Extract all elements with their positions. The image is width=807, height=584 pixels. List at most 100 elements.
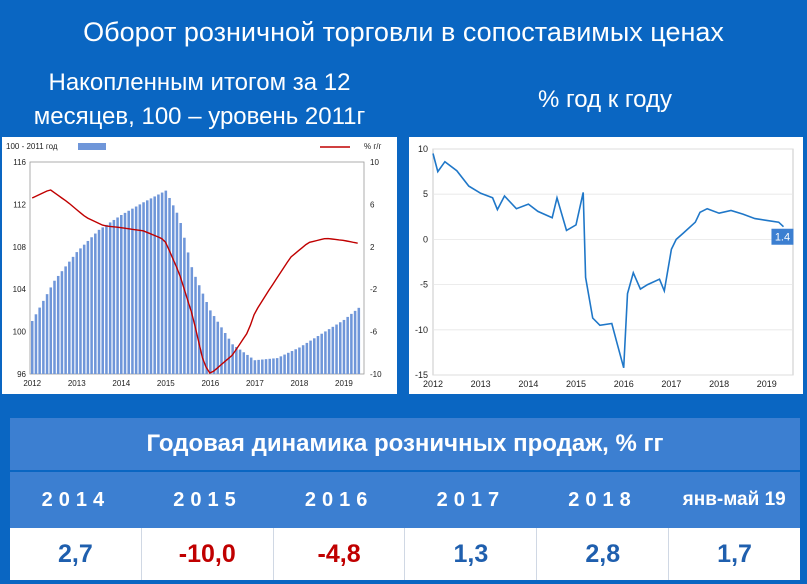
bar bbox=[220, 327, 223, 374]
table-title: Годовая динамика розничных продаж, % гг bbox=[10, 418, 800, 470]
legend-label-line: % г/г bbox=[364, 142, 381, 151]
table-years-row: 2014 2015 2016 2017 2018 янв-май 19 bbox=[10, 472, 800, 528]
x-tick-label: 2019 bbox=[335, 379, 353, 388]
bar bbox=[235, 346, 238, 374]
x-tick-label: 2012 bbox=[423, 379, 443, 389]
bar bbox=[313, 338, 316, 374]
bar bbox=[316, 336, 320, 374]
bar bbox=[290, 351, 294, 374]
x-tick-label: 2017 bbox=[661, 379, 681, 389]
year-cell: 2017 bbox=[436, 488, 506, 511]
bar bbox=[301, 345, 305, 374]
y-tick-label: 5 bbox=[423, 189, 428, 199]
bar bbox=[34, 314, 38, 374]
y-right-tick-label: -6 bbox=[370, 328, 378, 337]
page-title: Оборот розничной торговли в сопоставимых… bbox=[83, 16, 724, 47]
bar bbox=[142, 202, 145, 374]
bar bbox=[82, 244, 86, 374]
value-cell: 1,3 bbox=[405, 528, 538, 580]
bar bbox=[68, 261, 71, 374]
value-cell: 2,7 bbox=[10, 528, 142, 580]
bar bbox=[253, 360, 257, 374]
bar bbox=[112, 219, 116, 374]
bar bbox=[201, 293, 205, 374]
x-tick-label: 2019 bbox=[757, 379, 777, 389]
x-tick-label: 2012 bbox=[23, 379, 41, 388]
bar bbox=[209, 310, 212, 374]
left-chart: 100 - 2011 год % г/г 96 100 104 108 112 116 -10 -… bbox=[6, 142, 382, 388]
bar bbox=[86, 240, 90, 374]
y-left-tick-label: 116 bbox=[13, 158, 26, 167]
y-left-tick-label: 100 bbox=[13, 328, 27, 337]
bar bbox=[186, 252, 190, 374]
bar bbox=[261, 359, 264, 374]
bar bbox=[116, 217, 119, 374]
bar bbox=[153, 196, 156, 374]
legend-label-bars: 100 - 2011 год bbox=[6, 142, 58, 151]
year-cell: 2016 bbox=[304, 488, 374, 511]
bar bbox=[227, 338, 231, 374]
bar bbox=[338, 322, 342, 374]
bar bbox=[257, 359, 260, 374]
value-cell: -10,0 bbox=[142, 528, 274, 580]
y-tick-label: -10 bbox=[415, 325, 428, 335]
year-cell: янв-май 19 bbox=[682, 489, 786, 510]
series-line-yoy bbox=[31, 189, 358, 374]
x-tick-label: 2014 bbox=[112, 379, 130, 388]
bar bbox=[97, 229, 101, 374]
bar bbox=[287, 352, 290, 374]
bar bbox=[175, 212, 179, 374]
y-tick-label: -5 bbox=[420, 280, 428, 290]
y-right-tick-label: 10 bbox=[370, 158, 379, 167]
y-right-tick-label: -2 bbox=[370, 285, 378, 294]
bar bbox=[283, 354, 286, 374]
bar bbox=[101, 227, 105, 374]
bar bbox=[238, 349, 242, 374]
bar bbox=[49, 287, 53, 374]
right-chart-subtitle: % год к году bbox=[538, 86, 672, 113]
bar bbox=[346, 316, 349, 374]
bar bbox=[320, 333, 323, 374]
bar bbox=[342, 319, 346, 374]
bar bbox=[357, 307, 361, 374]
bar bbox=[205, 302, 208, 374]
bar bbox=[268, 358, 272, 374]
bar bbox=[53, 280, 56, 374]
bar bbox=[164, 190, 168, 374]
y-left-tick-label: 112 bbox=[13, 200, 26, 209]
bar bbox=[90, 237, 93, 374]
y-tick-label: 0 bbox=[423, 234, 428, 244]
bar bbox=[138, 204, 142, 374]
plot-frame bbox=[432, 148, 794, 376]
bar bbox=[160, 192, 164, 374]
y-left-tick-label: 96 bbox=[17, 370, 26, 379]
x-tick-label: 2016 bbox=[614, 379, 634, 389]
last-value-badge bbox=[771, 228, 794, 245]
bar bbox=[305, 342, 309, 374]
x-tick-label: 2018 bbox=[709, 379, 729, 389]
bar bbox=[183, 237, 186, 374]
bar bbox=[327, 329, 331, 374]
bar bbox=[131, 208, 134, 374]
left-chart-subtitle: Накопленным итогом за 12 месяцев, 100 – … bbox=[33, 69, 366, 130]
bar bbox=[146, 200, 149, 374]
bar bbox=[60, 271, 64, 374]
bar bbox=[190, 267, 194, 374]
y-tick-label: 10 bbox=[418, 144, 428, 154]
year-cell: 2015 bbox=[173, 488, 242, 511]
bar bbox=[298, 347, 301, 374]
x-tick-label: 2017 bbox=[246, 379, 264, 388]
bar bbox=[216, 321, 220, 374]
legend-swatch-bars bbox=[78, 143, 106, 150]
value-cell: 2,8 bbox=[537, 528, 670, 580]
bar bbox=[30, 321, 34, 374]
bar bbox=[212, 316, 216, 374]
bar bbox=[249, 357, 253, 374]
value-cell: 1,7 bbox=[717, 539, 752, 568]
x-tick-label: 2013 bbox=[68, 379, 86, 388]
y-tick-label: -15 bbox=[415, 370, 428, 380]
bar bbox=[149, 198, 153, 374]
bar bbox=[42, 300, 45, 374]
bar bbox=[353, 310, 357, 374]
right-chart-panel: -15 -10 -5 0 5 10 2012 2013 2014 2015 2016 2017 2018… bbox=[409, 137, 803, 394]
